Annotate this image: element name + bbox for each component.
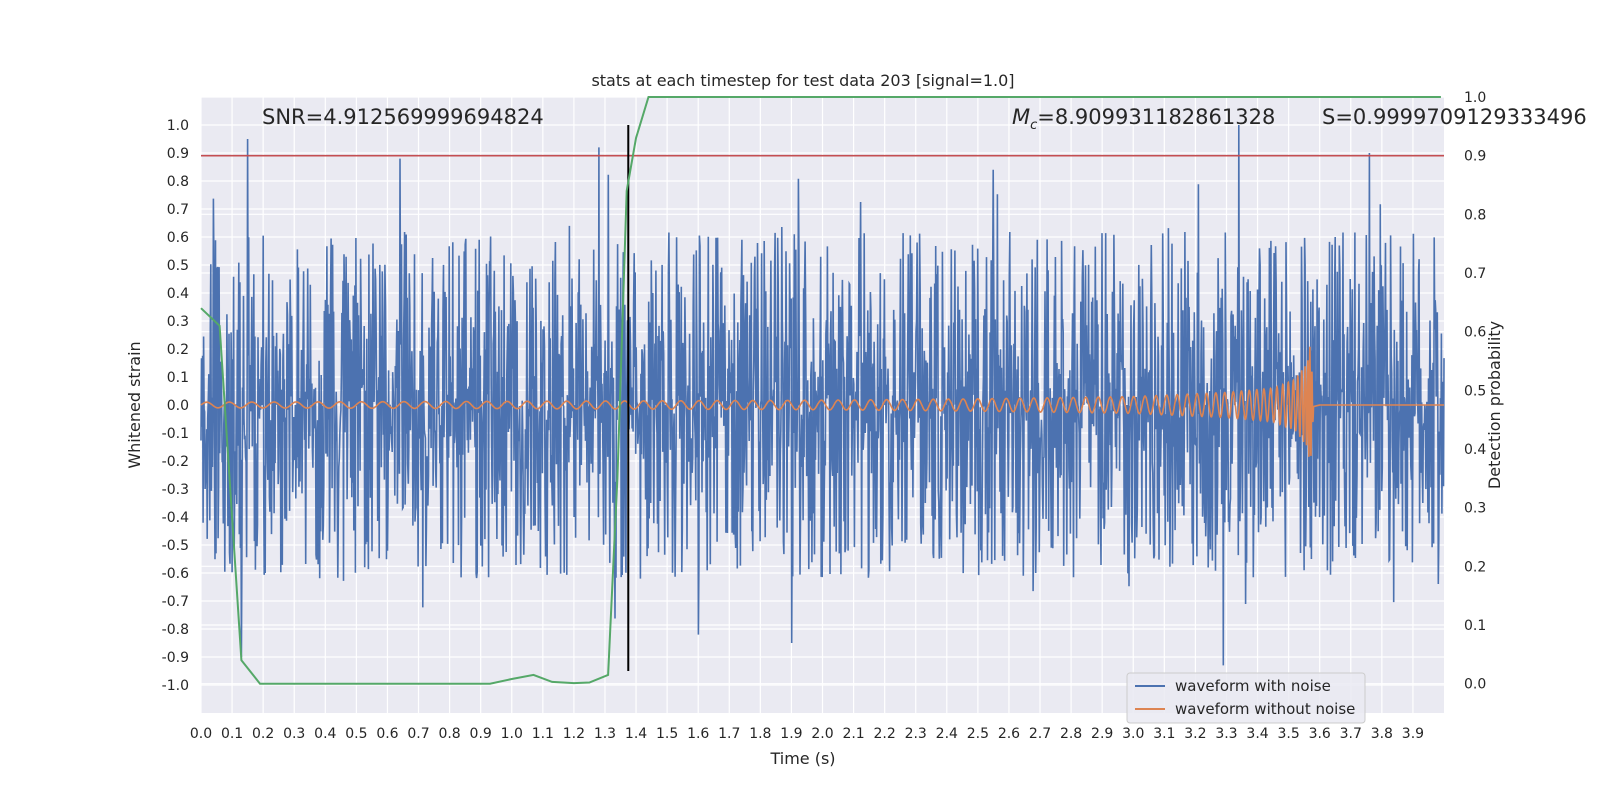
legend-label-noise: waveform with noise — [1175, 677, 1331, 695]
x-tick-label: 0.6 — [376, 726, 398, 742]
y-tick-label: 0.9 — [167, 146, 189, 162]
legend-label-clean: waveform without noise — [1175, 700, 1355, 718]
y-tick-label: 0.3 — [167, 314, 189, 330]
y-tick-label: 0.0 — [167, 398, 189, 414]
x-tick-label: 2.0 — [811, 726, 833, 742]
y-tick-label: 0.8 — [167, 174, 189, 190]
x-tick-label: 3.7 — [1340, 726, 1362, 742]
noise-waveform-line — [200, 124, 1445, 666]
y-tick-label: -1.0 — [162, 678, 189, 694]
x-tick-label: 3.6 — [1309, 726, 1331, 742]
y-right-tick-label: 0.9 — [1464, 149, 1486, 165]
series-waveform-without-noise — [200, 346, 1444, 457]
x-tick-label: 3.4 — [1246, 726, 1268, 742]
y-right-tick-label: 0.2 — [1464, 559, 1486, 575]
x-tick-label: 1.4 — [625, 726, 647, 742]
x-tick-label: 2.9 — [1091, 726, 1113, 742]
y-right-tick-label: 0.5 — [1464, 383, 1486, 399]
x-tick-label: 3.0 — [1122, 726, 1144, 742]
snr-annotation: SNR=4.912569999694824 — [262, 105, 544, 129]
y-tick-label: -0.1 — [162, 426, 189, 442]
chart-title: stats at each timestep for test data 203… — [591, 71, 1014, 90]
y-right-tick-label: 0.1 — [1464, 618, 1486, 634]
x-tick-label: 2.6 — [998, 726, 1020, 742]
x-tick-label: 2.3 — [905, 726, 927, 742]
y-axis-label: Whitened strain — [125, 341, 144, 468]
x-tick-label: 1.8 — [749, 726, 771, 742]
x-tick-label: 1.5 — [656, 726, 678, 742]
x-tick-label: 1.2 — [563, 726, 585, 742]
x-tick-label: 1.6 — [687, 726, 709, 742]
x-tick-label: 1.9 — [780, 726, 802, 742]
y-tick-label: -0.2 — [162, 454, 189, 470]
y-tick-label: -0.7 — [162, 594, 189, 610]
series-detection-probability — [200, 96, 1441, 685]
y-tick-labels-left: 1.0 0.9 0.8 0.7 0.6 0.5 0.4 0.3 0.2 0.1 0.0 -0.1 -0.… — [162, 118, 189, 694]
y-tick-label: -0.3 — [162, 482, 189, 498]
x-tick-label: 3.8 — [1371, 726, 1393, 742]
y-axis-label-right: Detection probability — [1485, 321, 1504, 489]
y-tick-label: 0.6 — [167, 230, 189, 246]
series-waveform-with-noise — [200, 124, 1445, 666]
y-tick-label: -0.4 — [162, 510, 189, 526]
y-right-tick-label: 0.0 — [1464, 677, 1486, 693]
x-tick-label: 0.2 — [252, 726, 274, 742]
x-tick-label: 3.2 — [1184, 726, 1206, 742]
x-tick-label: 2.7 — [1029, 726, 1051, 742]
y-right-tick-label: 0.7 — [1464, 266, 1486, 282]
x-tick-label: 0.0 — [190, 726, 212, 742]
y-tick-label: 1.0 — [167, 118, 189, 134]
x-tick-label: 0.4 — [314, 726, 336, 742]
y-tick-label: 0.4 — [167, 286, 189, 302]
x-axis-label: Time (s) — [769, 749, 835, 768]
x-tick-label: 0.5 — [345, 726, 367, 742]
y-tick-label: 0.5 — [167, 258, 189, 274]
x-tick-label: 3.3 — [1215, 726, 1237, 742]
legend: waveform with noise waveform without noi… — [1126, 672, 1366, 724]
chirp-mass-annotation: Mc=8.909931182861328 — [1012, 105, 1275, 133]
y-tick-labels-right: 1.0 0.9 0.8 0.7 0.6 0.5 0.4 0.3 0.2 0.1 0.0 — [1464, 90, 1486, 693]
detection-probability-line — [200, 96, 1441, 685]
x-tick-label: 2.8 — [1060, 726, 1082, 742]
x-tick-label: 0.1 — [221, 726, 243, 742]
y-tick-label: -0.5 — [162, 538, 189, 554]
y-right-tick-label: 1.0 — [1464, 90, 1486, 106]
y-tick-label: 0.2 — [167, 342, 189, 358]
x-tick-label: 3.1 — [1153, 726, 1175, 742]
y-right-tick-label: 0.8 — [1464, 207, 1486, 223]
x-tick-label: 2.1 — [842, 726, 864, 742]
x-tick-label: 1.7 — [718, 726, 740, 742]
x-tick-label: 1.3 — [594, 726, 616, 742]
y-right-tick-label: 0.3 — [1464, 501, 1486, 517]
reference-lines — [201, 125, 1444, 671]
x-tick-label: 0.3 — [283, 726, 305, 742]
y-tick-label: 0.1 — [167, 370, 189, 386]
x-tick-label: 1.1 — [532, 726, 554, 742]
y-right-tick-label: 0.4 — [1464, 442, 1486, 458]
x-tick-label: 1.0 — [501, 726, 523, 742]
x-tick-label: 2.4 — [936, 726, 958, 742]
y-tick-label: -0.9 — [162, 650, 189, 666]
s-annotation: S=0.9999709129333496 — [1322, 105, 1587, 129]
x-tick-label: 3.5 — [1277, 726, 1299, 742]
x-tick-label: 2.2 — [874, 726, 896, 742]
y-tick-label: 0.7 — [167, 202, 189, 218]
clean-waveform-line — [200, 346, 1444, 457]
x-tick-label: 3.9 — [1402, 726, 1424, 742]
x-tick-label: 0.7 — [407, 726, 429, 742]
x-tick-labels: 0.0 0.1 0.2 0.3 0.4 0.5 0.6 0.7 0.8 0.9 1.0 1.1 1.2 1… — [190, 726, 1424, 742]
x-tick-label: 2.5 — [967, 726, 989, 742]
y-right-tick-label: 0.6 — [1464, 325, 1486, 341]
x-tick-label: 0.8 — [438, 726, 460, 742]
x-tick-label: 0.9 — [470, 726, 492, 742]
y-tick-label: -0.6 — [162, 566, 189, 582]
y-tick-label: -0.8 — [162, 622, 189, 638]
